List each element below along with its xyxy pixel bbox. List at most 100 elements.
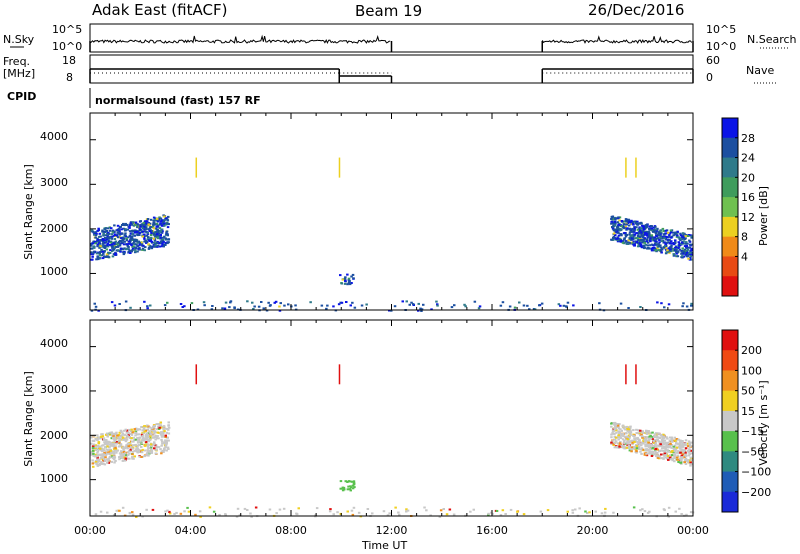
echo-point <box>639 221 643 224</box>
echo-point <box>448 508 452 511</box>
echo-point <box>123 251 126 254</box>
echo-point <box>655 228 659 231</box>
echo-point <box>273 301 276 304</box>
echo-point <box>90 244 93 247</box>
echo-point <box>107 449 110 452</box>
echo-point <box>125 444 128 447</box>
echo-point <box>99 235 102 238</box>
echo-point <box>639 306 642 308</box>
echo-point <box>108 252 112 254</box>
echo-point <box>623 426 626 429</box>
echo-point <box>165 431 169 434</box>
echo-point <box>130 244 133 247</box>
echo-point <box>105 433 108 436</box>
echo-point <box>100 461 103 464</box>
echo-point <box>610 425 613 428</box>
echo-point <box>668 446 672 449</box>
echo-point <box>164 244 167 246</box>
echo-point <box>644 445 647 448</box>
echo-point <box>688 453 692 456</box>
echo-point <box>111 255 115 258</box>
echo-point <box>90 436 93 439</box>
time-tick-label: 12:00 <box>376 524 408 537</box>
echo-point <box>127 248 130 251</box>
echo-point <box>626 227 629 230</box>
echo-point <box>104 441 107 444</box>
echo-point <box>164 238 168 241</box>
echo-point <box>164 436 167 438</box>
echo-point <box>636 236 640 239</box>
echo-point <box>611 226 614 228</box>
echo-point <box>103 458 106 461</box>
colorbar-swatch <box>722 137 738 159</box>
echo-point <box>689 256 692 259</box>
echo-point <box>630 439 633 442</box>
echo-point <box>638 430 641 433</box>
echo-point <box>645 430 648 433</box>
echo-point <box>341 486 345 489</box>
echo-point <box>621 438 625 441</box>
echo-point <box>124 300 128 303</box>
echo-point <box>158 216 161 219</box>
echo-point <box>628 441 631 444</box>
echo-point <box>689 441 693 444</box>
echo-point <box>625 425 629 428</box>
echo-point <box>143 233 146 236</box>
echo-point <box>672 234 675 237</box>
echo-point <box>688 239 691 242</box>
echo-point <box>672 231 675 234</box>
echo-point <box>112 248 116 251</box>
colorbar-tick-label: 16 <box>741 191 755 204</box>
echo-point <box>136 433 139 436</box>
echo-point <box>679 234 683 237</box>
echo-point <box>672 253 676 256</box>
echo-point <box>315 507 319 510</box>
echo-point <box>689 452 693 455</box>
echo-point <box>144 228 148 230</box>
echo-point <box>614 217 617 220</box>
echo-point <box>131 222 134 225</box>
echo-point <box>253 305 256 308</box>
echo-point <box>533 308 537 311</box>
echo-point <box>101 245 104 248</box>
echo-point <box>297 507 300 510</box>
echo-point <box>181 306 184 308</box>
echo-point <box>647 444 651 447</box>
echo-point <box>162 451 165 453</box>
echo-point <box>620 225 623 228</box>
echo-point <box>148 434 151 437</box>
echo-point <box>673 457 676 460</box>
echo-point <box>162 220 166 223</box>
echo-point <box>143 300 146 303</box>
echo-point <box>145 223 148 226</box>
echo-point <box>114 433 117 436</box>
echo-point <box>152 425 155 428</box>
echo-point <box>615 423 618 426</box>
echo-point <box>134 427 138 430</box>
echo-point <box>167 432 171 435</box>
echo-point <box>690 243 693 246</box>
echo-point <box>637 429 640 432</box>
echo-point <box>682 237 685 240</box>
echo-point <box>674 241 677 244</box>
echo-point <box>155 242 159 244</box>
colorbar-tick-label: −100 <box>741 466 771 479</box>
echo-point <box>649 437 653 440</box>
echo-point <box>660 237 663 240</box>
echo-point <box>690 236 693 239</box>
echo-point <box>614 440 618 443</box>
echo-point <box>638 222 641 225</box>
echo-point <box>147 246 151 249</box>
echo-point <box>628 231 632 234</box>
echo-point <box>653 242 657 245</box>
echo-point <box>129 232 133 235</box>
echo-point <box>638 440 641 442</box>
echo-point <box>295 513 299 516</box>
echo-point <box>659 235 662 238</box>
echo-point <box>146 232 150 235</box>
echo-point <box>612 232 616 235</box>
echo-point <box>123 433 127 436</box>
echo-point <box>110 451 113 454</box>
echo-point <box>97 309 100 312</box>
echo-point <box>690 302 693 305</box>
